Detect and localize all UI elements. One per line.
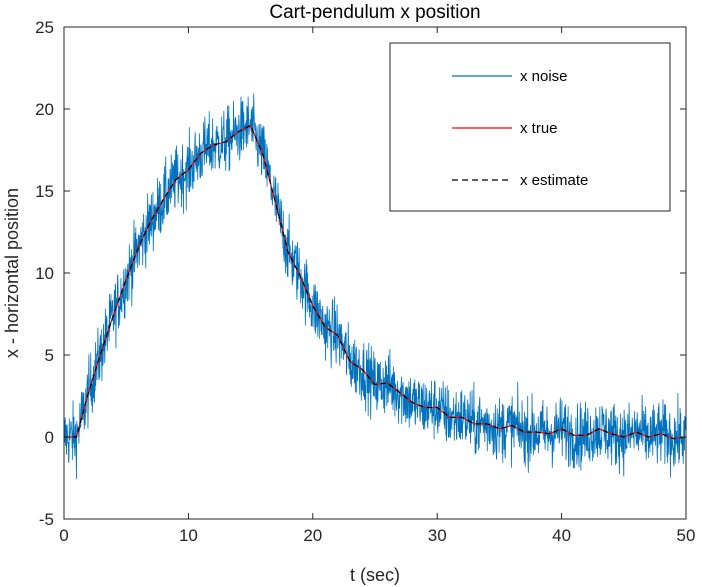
x-tick-label: 0 — [59, 526, 68, 545]
x-tick-label: 20 — [303, 526, 322, 545]
legend-box — [389, 42, 671, 212]
legend-entry-x-estimate: x estimate — [520, 172, 588, 189]
y-tick-label: -5 — [39, 510, 54, 529]
y-axis-label: x - horizontal position — [2, 188, 22, 358]
y-axis-ticks: -5 0 5 10 15 20 25 — [35, 18, 686, 529]
x-axis-label: t (sec) — [350, 565, 400, 585]
y-tick-label: 25 — [35, 18, 54, 37]
series-line-x-estimate — [64, 124, 687, 440]
y-tick-label: 20 — [35, 100, 54, 119]
x-tick-label: 10 — [179, 526, 198, 545]
y-tick-label: 0 — [45, 428, 54, 447]
chart-title: Cart-pendulum x position — [269, 2, 480, 23]
legend-entry-x-noise: x noise — [520, 68, 568, 85]
series-line-x-noise — [63, 93, 687, 480]
legend: x noise x true x estimate — [389, 42, 671, 212]
series-layer — [63, 93, 687, 480]
y-tick-label: 10 — [35, 264, 54, 283]
y-tick-label: 5 — [45, 346, 54, 365]
legend-entry-x-true: x true — [520, 120, 558, 137]
x-axis-ticks: 0 10 20 30 40 50 — [59, 27, 695, 545]
x-tick-label: 40 — [552, 526, 571, 545]
y-tick-label: 15 — [35, 182, 54, 201]
x-tick-label: 50 — [677, 526, 696, 545]
x-tick-label: 30 — [428, 526, 447, 545]
